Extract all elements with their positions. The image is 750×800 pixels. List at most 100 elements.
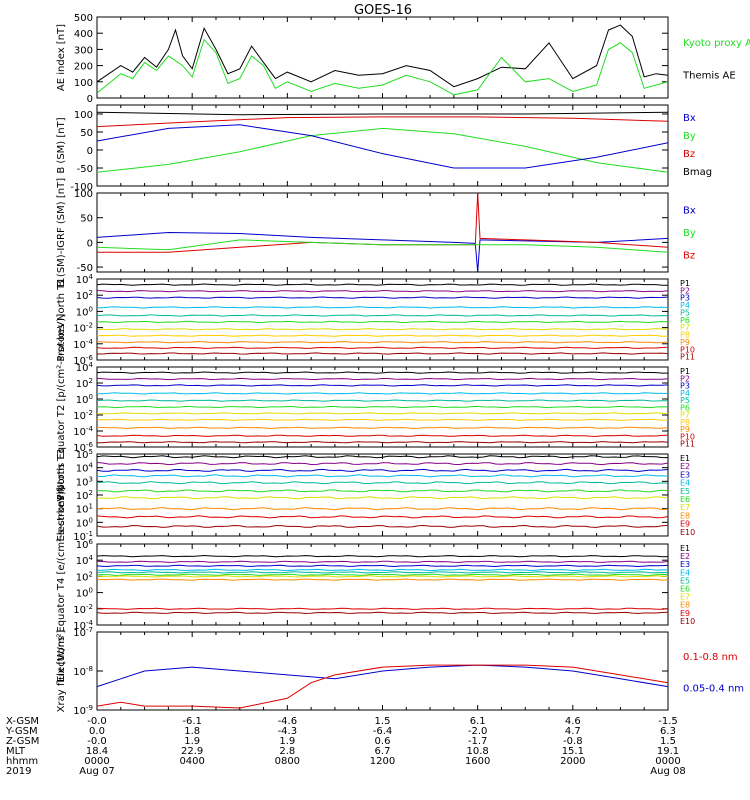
series-by	[96, 239, 669, 253]
legend-entry: P10	[680, 345, 695, 354]
y-tick-label: 102	[76, 289, 93, 302]
series-e5	[96, 571, 669, 574]
legend-entry: Themis AE	[682, 71, 736, 82]
ephemeris-value: -0.8	[563, 736, 583, 747]
y-tick-label: -100	[70, 182, 93, 193]
y-tick-label: 10-6	[73, 354, 93, 367]
y-tick-label: 10-4	[73, 425, 93, 438]
legend-entry: 0.05-0.4 nm	[683, 683, 744, 694]
series-0-05-0-4-nm	[96, 664, 669, 688]
ephemeris-value: 19.1	[657, 746, 679, 757]
ephemeris-value: 6.7	[375, 746, 391, 757]
series-p3	[96, 296, 669, 299]
legend-entry: By	[683, 131, 696, 142]
y-tick-label: 100	[76, 587, 93, 600]
legend-entry: 0.1-0.8 nm	[683, 652, 738, 663]
y-tick-label: 100	[74, 78, 93, 89]
y-tick-label: 10-7	[73, 626, 93, 639]
legend-entry: P3	[680, 294, 690, 303]
legend-entry: P7	[680, 411, 690, 420]
y-axis-label: B (SM) [nT]	[56, 117, 67, 173]
y-axis-label: Electrons Equator T4 [e/(cm²-s-sr-keV)]	[56, 487, 67, 682]
legend-entry: P3	[680, 382, 690, 391]
legend-entry: E8	[680, 601, 690, 610]
y-tick-label: 200	[74, 62, 93, 73]
series-by	[96, 127, 669, 173]
ephemeris-value: 4.6	[565, 716, 581, 727]
panel-xray: 10-7 10-8 10-9 Xray flux [W/m²] 0.1-0.8 nm 0.…	[56, 626, 744, 717]
series-e1	[96, 455, 668, 459]
series-e6	[96, 573, 669, 576]
ephemeris-value: -2.0	[468, 726, 488, 737]
legend-entry: P6	[680, 316, 690, 325]
series-themis-ae	[96, 24, 669, 88]
series-e5	[96, 481, 669, 485]
y-tick-label: 102	[76, 489, 93, 502]
series-e2	[96, 462, 669, 466]
legend-entry: E2	[680, 552, 690, 561]
series-e7	[96, 575, 669, 578]
legend-entry: P5	[680, 396, 690, 405]
series-p8	[96, 334, 669, 337]
ephemeris-value: 10.8	[467, 746, 489, 757]
ephemeris-value: 6.3	[660, 726, 676, 737]
ephemeris-value: -6.4	[373, 726, 393, 737]
legend-entry: E5	[680, 487, 690, 496]
ephemeris-value: -4.3	[278, 726, 298, 737]
plot-title: GOES-16	[354, 3, 412, 18]
time-tick-label: 1200	[370, 756, 395, 767]
ephemeris-value: 15.1	[562, 746, 584, 757]
ephemeris-row-label: MLT	[6, 746, 26, 757]
y-tick-label: 500	[74, 13, 93, 24]
legend-entry: E1	[680, 544, 690, 553]
y-tick-label: 100	[76, 516, 93, 529]
series-e8	[96, 507, 669, 511]
series-e3	[96, 468, 669, 473]
y-axis-label: Xray flux [W/m²]	[56, 630, 67, 713]
legend-entry: E4	[680, 479, 690, 488]
panel-bigrf: -50 0 50 100 B (SM)-IGRF (SM) [nT] Bx By Bz	[56, 178, 696, 287]
legend-entry: Bx	[683, 205, 696, 216]
series-p6	[96, 320, 669, 324]
legend-entry: E3	[680, 560, 690, 569]
legend-entry: E1	[680, 454, 690, 463]
ephemeris-row-label: Z-GSM	[6, 736, 39, 747]
ephemeris-value: -0.0	[87, 716, 107, 727]
series-p9	[96, 426, 669, 429]
series-bmag	[96, 111, 669, 116]
series-bz	[96, 116, 669, 128]
series-p9	[96, 340, 669, 344]
y-tick-label: 104	[76, 462, 94, 475]
series-p5	[96, 314, 669, 317]
y-tick-label: 102	[76, 377, 93, 390]
y-tick-label: 100	[76, 393, 93, 406]
y-axis-label: Electrons North T3	[56, 448, 67, 541]
series-e1	[96, 554, 669, 558]
legend-entry: P8	[680, 331, 690, 340]
series-p1	[96, 371, 668, 374]
ephemeris-value: 4.7	[565, 726, 581, 737]
legend-entry: E3	[680, 470, 690, 479]
time-tick-label: 0000	[84, 756, 109, 767]
legend-entry: E10	[680, 617, 695, 626]
panel-ae: 0 100 200 300 400 500 AE index [nT] Kyoto proxy…	[56, 13, 750, 105]
date-tick-label: Aug 07	[79, 766, 114, 777]
legend-entry: P1	[680, 367, 690, 376]
series-p4	[96, 306, 669, 309]
ephemeris-value: -1.7	[468, 736, 488, 747]
legend-entry: Bmag	[683, 167, 712, 178]
y-tick-label: 0	[87, 94, 93, 105]
ephemeris-value: -0.0	[87, 736, 107, 747]
legend-entry: By	[683, 228, 696, 239]
y-tick-label: 10-4	[73, 619, 93, 632]
legend-entry: E6	[680, 585, 690, 594]
legend-entry: P11	[680, 353, 695, 362]
time-tick-label: 0000	[655, 756, 680, 767]
ephemeris-value: 18.4	[86, 746, 108, 757]
y-tick-label: -50	[77, 164, 93, 175]
ephemeris-value: -4.6	[278, 716, 298, 727]
y-tick-label: 10-6	[73, 441, 93, 454]
ephemeris-value: 0.6	[375, 736, 391, 747]
